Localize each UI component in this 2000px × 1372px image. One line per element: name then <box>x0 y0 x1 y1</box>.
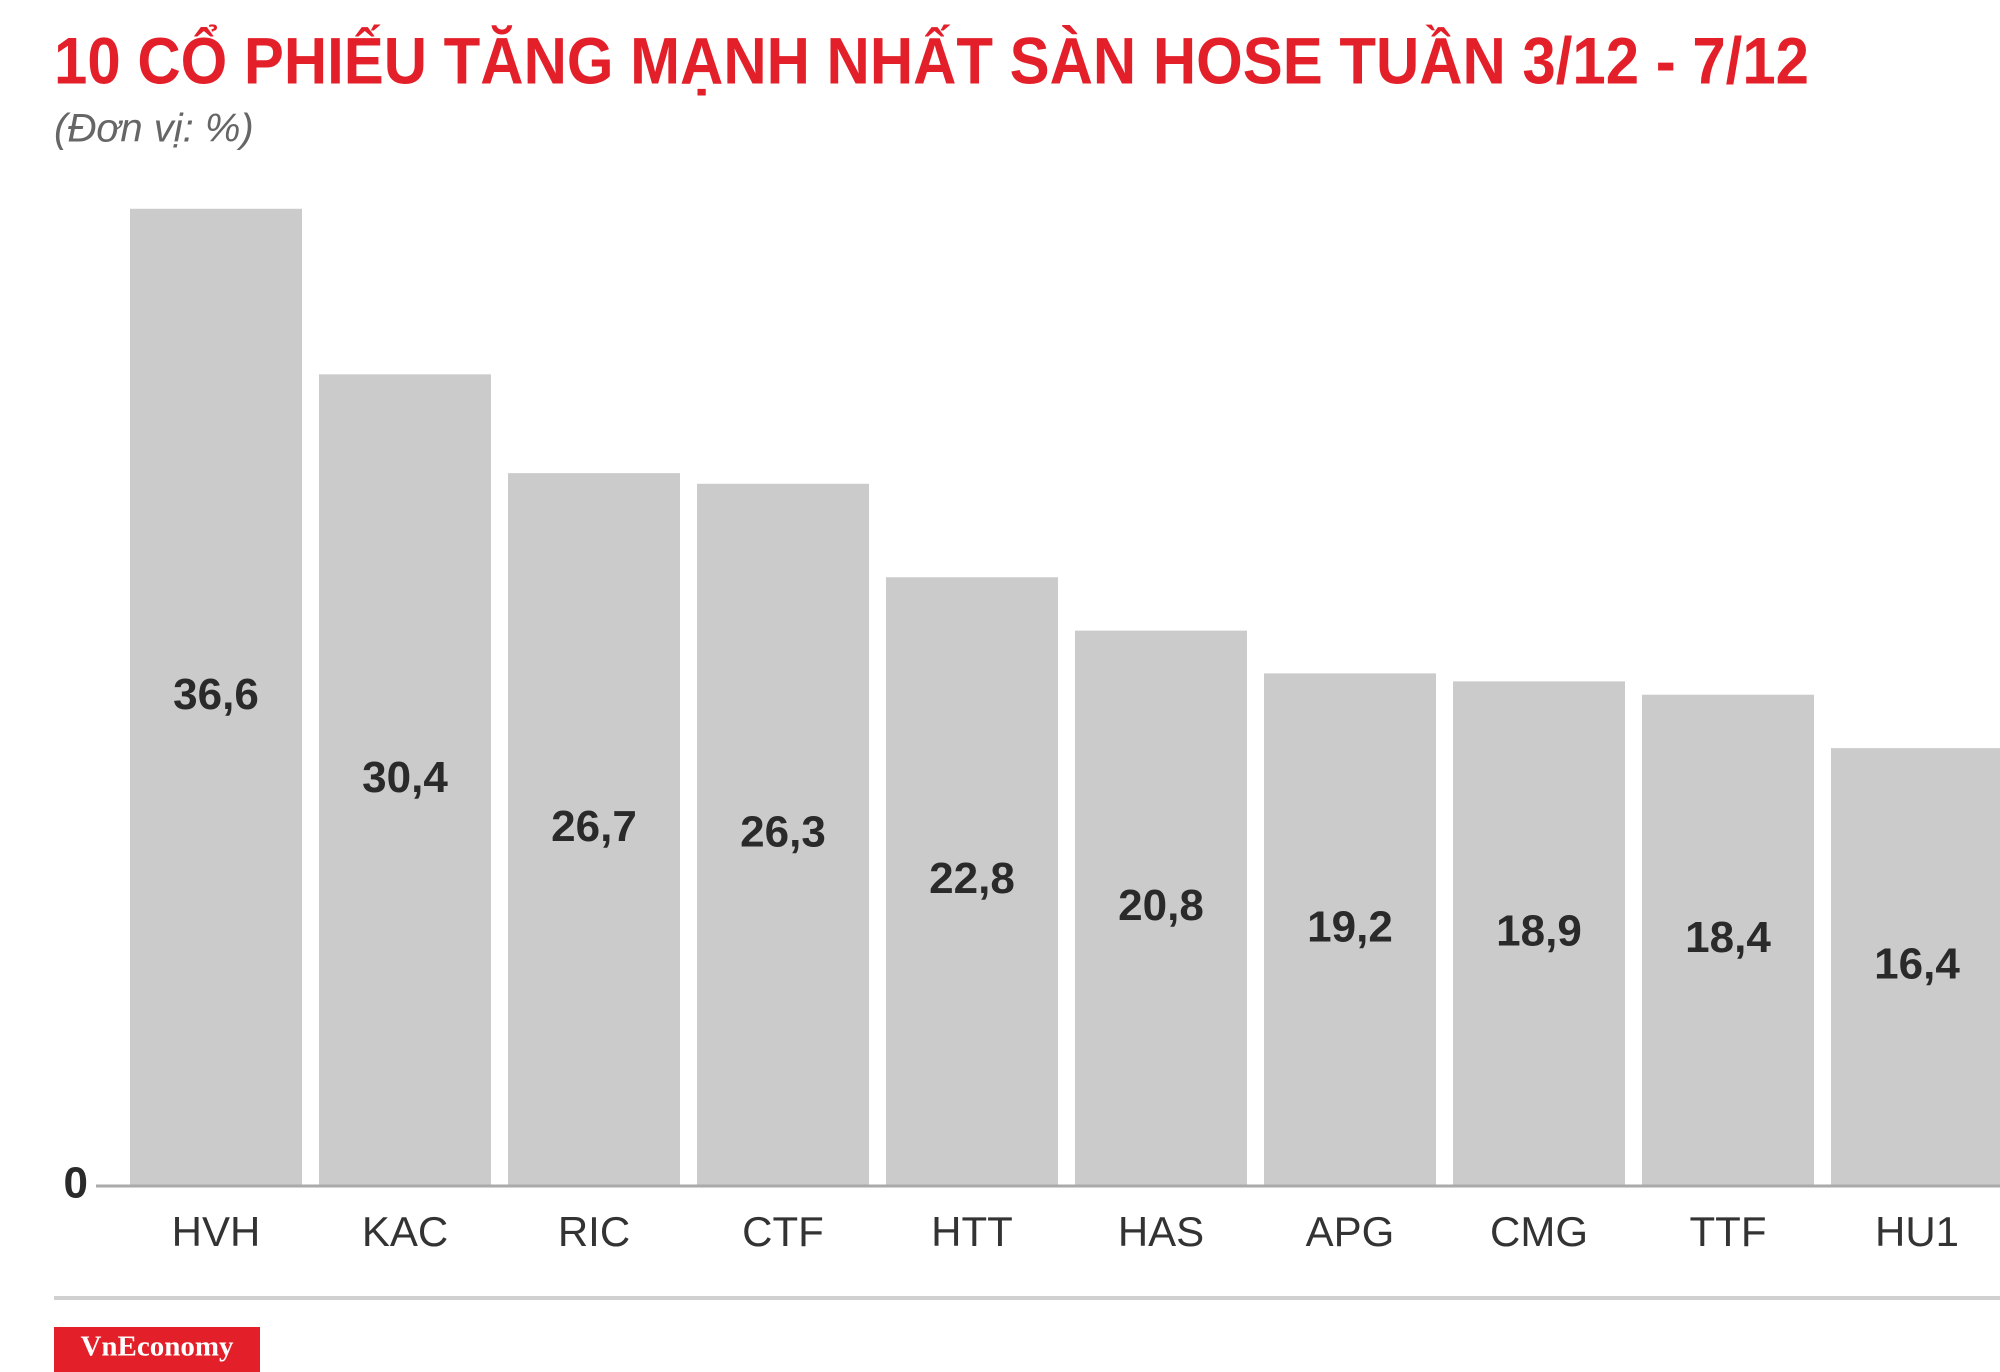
x-tick-label: HTT <box>931 1208 1013 1255</box>
x-tick-label: APG <box>1306 1208 1395 1255</box>
bar <box>319 374 491 1186</box>
value-label: 26,7 <box>551 802 637 851</box>
value-label: 18,4 <box>1685 913 1771 962</box>
x-tick-label: CTF <box>742 1208 824 1255</box>
bar <box>1831 748 2000 1186</box>
x-tick-label: HAS <box>1118 1208 1204 1255</box>
value-label: 36,6 <box>173 670 259 719</box>
bar <box>1642 694 1814 1186</box>
value-label: 18,9 <box>1496 906 1582 955</box>
logo-box <box>54 1327 260 1372</box>
value-label: 16,4 <box>1874 940 1960 989</box>
value-label: 26,3 <box>740 808 826 857</box>
bar <box>1264 673 1436 1186</box>
x-tick-label: CMG <box>1490 1208 1588 1255</box>
x-tick-label: HVH <box>172 1208 261 1255</box>
value-label: 20,8 <box>1118 881 1204 930</box>
bar <box>130 208 302 1186</box>
bar <box>1075 630 1247 1186</box>
bar <box>697 483 869 1186</box>
logo: VnEconomy <box>80 1331 234 1363</box>
value-label: 30,4 <box>362 753 448 802</box>
x-tick-label: HU1 <box>1875 1208 1959 1255</box>
bar <box>886 577 1058 1186</box>
x-tick-label: TTF <box>1690 1208 1767 1255</box>
x-tick-label: RIC <box>558 1208 630 1255</box>
x-tick-label: KAC <box>362 1208 448 1255</box>
chart-title: 10 CỔ PHIẾU TĂNG MẠNH NHẤT SÀN HOSE TUẦN… <box>54 23 1809 97</box>
y-tick-label: 0 <box>64 1159 88 1208</box>
value-label: 19,2 <box>1307 902 1393 951</box>
value-label: 22,8 <box>929 854 1015 903</box>
bar <box>1453 681 1625 1186</box>
chart-subtitle: (Đơn vị: %) <box>54 107 254 151</box>
bar <box>508 473 680 1186</box>
